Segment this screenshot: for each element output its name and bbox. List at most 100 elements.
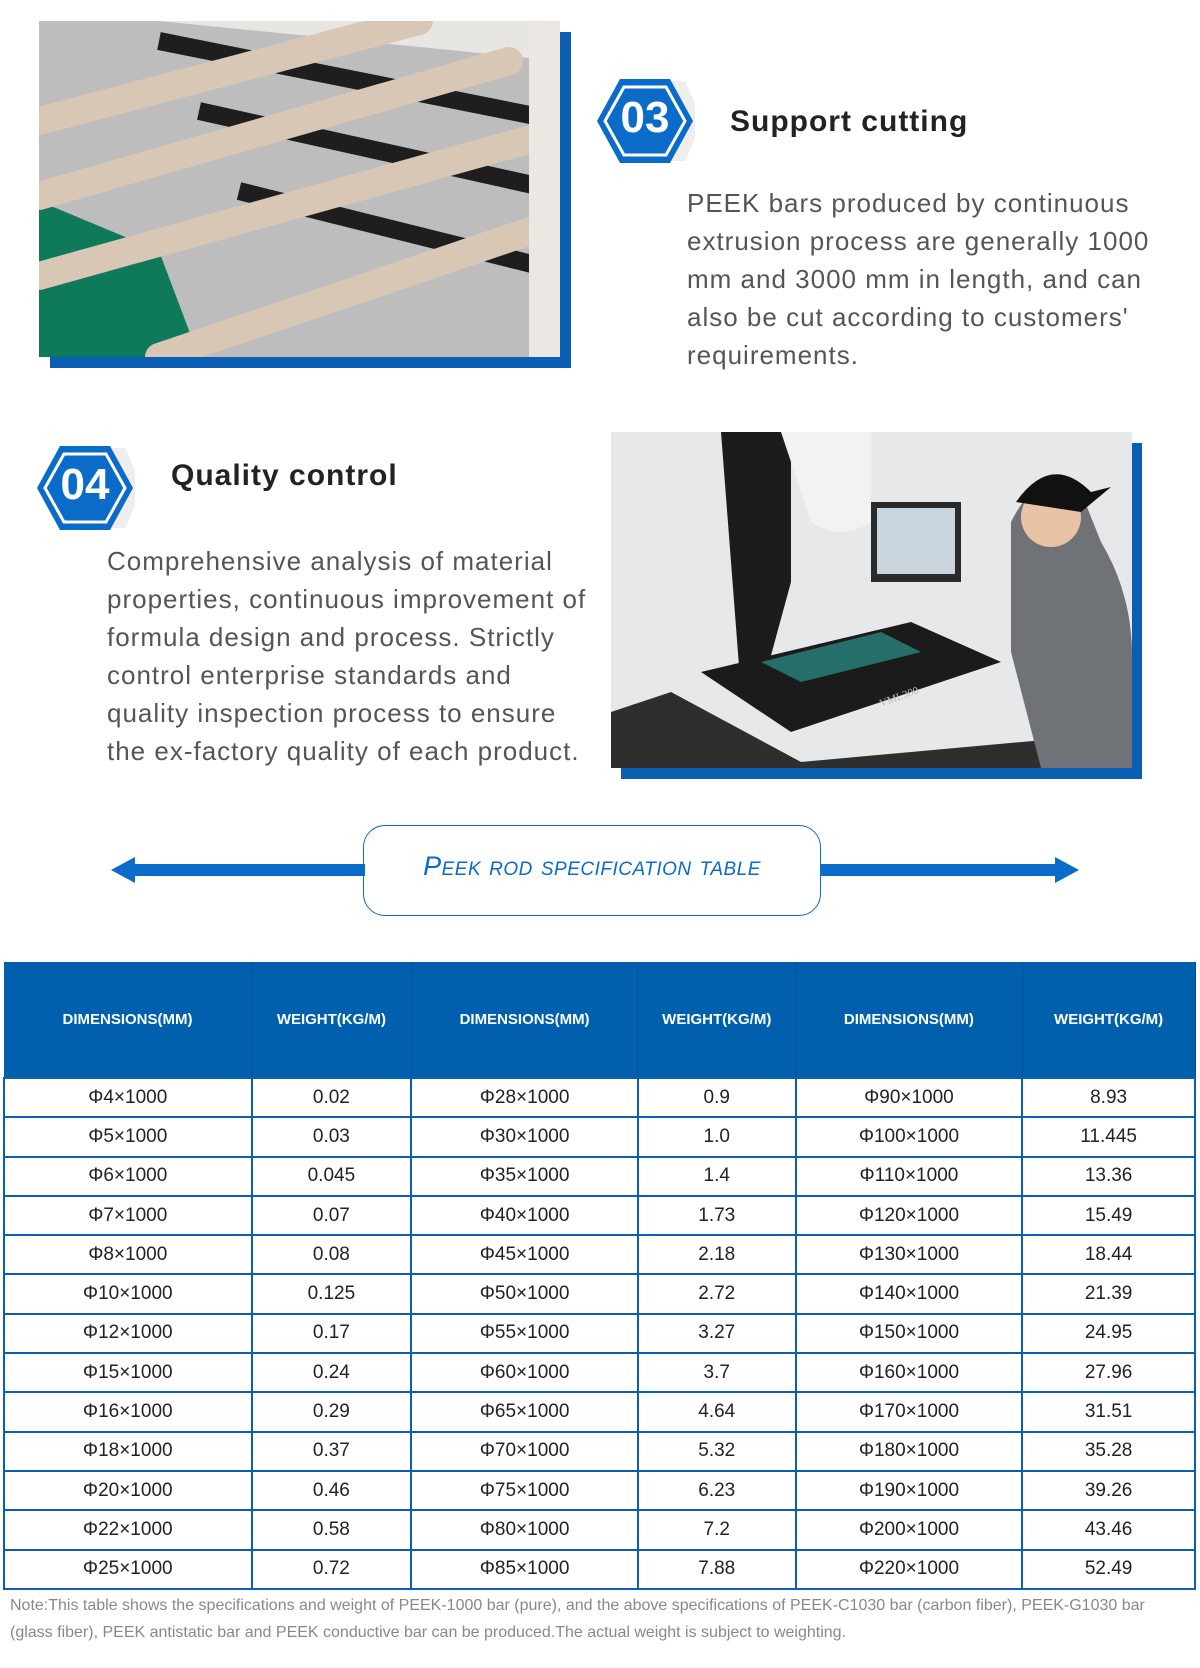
badge-number: 04 — [60, 460, 110, 509]
weight-cell: 8.93 — [1021, 1076, 1196, 1119]
section-text: Comprehensive analysis of material prope… — [107, 546, 587, 766]
weight-cell: 1.0 — [636, 1116, 797, 1158]
weight-cell: 2.18 — [636, 1234, 797, 1276]
right-arrow-bar — [820, 864, 1060, 876]
column-header: DIMENSIONS(MM) — [4, 962, 252, 1078]
spec-table-banner: Peek rod specification table — [363, 825, 821, 916]
dimension-cell: Φ90×1000 — [794, 1076, 1024, 1119]
dimension-cell: Φ160×1000 — [794, 1352, 1024, 1394]
dimension-cell: Φ190×1000 — [794, 1469, 1024, 1512]
dimension-cell: Φ170×1000 — [794, 1391, 1024, 1433]
dimension-cell: Φ200×1000 — [794, 1509, 1024, 1551]
dimension-cell: Φ18×1000 — [3, 1430, 253, 1472]
weight-cell: 35.28 — [1021, 1430, 1196, 1472]
dimension-cell: Φ12×1000 — [3, 1312, 253, 1355]
weight-cell: 0.72 — [250, 1548, 413, 1590]
table-row: Φ10×1000 0.125 Φ50×1000 2.72 Φ140×1000 21.39 — [3, 1273, 1196, 1315]
weight-cell: 6.23 — [636, 1469, 797, 1512]
weight-cell: 0.58 — [250, 1509, 413, 1551]
weight-cell: 0.24 — [250, 1352, 413, 1394]
weight-cell: 0.17 — [250, 1312, 413, 1355]
dimension-cell: Φ22×1000 — [3, 1509, 253, 1551]
quality-inspection-photo: VML300 — [611, 432, 1132, 768]
dimension-cell: Φ140×1000 — [794, 1273, 1024, 1315]
column-header: WEIGHT(KG/M) — [1022, 962, 1196, 1078]
column-header: WEIGHT(KG/M) — [637, 962, 797, 1078]
dimension-cell: Φ40×1000 — [410, 1194, 639, 1237]
left-arrow-bar — [125, 864, 365, 876]
weight-cell: 1.73 — [636, 1194, 797, 1237]
section-title: Support cutting — [730, 105, 969, 138]
dimension-cell: Φ45×1000 — [410, 1234, 639, 1276]
weight-cell: 0.9 — [636, 1076, 797, 1119]
table-note: Note:This table shows the specifications… — [10, 1597, 1145, 1641]
table-row: Φ12×1000 0.17 Φ55×1000 3.27 Φ150×1000 24.95 — [3, 1312, 1196, 1355]
weight-cell: 3.7 — [636, 1352, 797, 1394]
spec-table: DIMENSIONS(MM) WEIGHT(KG/M) DIMENSIONS(MM)… — [3, 962, 1196, 1590]
table-row: Φ20×1000 0.46 Φ75×1000 6.23 Φ190×1000 39.26 — [3, 1469, 1196, 1512]
dimension-cell: Φ28×1000 — [410, 1076, 639, 1119]
weight-cell: 2.72 — [636, 1273, 797, 1315]
section-title: Quality control — [171, 459, 398, 492]
weight-cell: 0.02 — [250, 1076, 413, 1119]
weight-cell: 7.88 — [636, 1548, 797, 1590]
dimension-cell: Φ25×1000 — [3, 1548, 253, 1590]
weight-cell: 0.08 — [250, 1234, 413, 1276]
weight-cell: 5.32 — [636, 1430, 797, 1472]
weight-cell: 52.49 — [1021, 1548, 1196, 1590]
left-arrow-icon — [111, 857, 135, 883]
table-row: Φ7×1000 0.07 Φ40×1000 1.73 Φ120×1000 15.49 — [3, 1194, 1196, 1237]
dimension-cell: Φ220×1000 — [794, 1548, 1024, 1590]
dimension-cell: Φ6×1000 — [3, 1155, 253, 1197]
dimension-cell: Φ110×1000 — [794, 1155, 1024, 1197]
column-header: WEIGHT(KG/M) — [251, 962, 412, 1078]
dimension-cell: Φ35×1000 — [410, 1155, 639, 1197]
table-body: Φ4×1000 0.02 Φ28×1000 0.9 Φ90×1000 8.93 Φ5×100… — [3, 1076, 1196, 1590]
dimension-cell: Φ4×1000 — [3, 1076, 253, 1119]
dimension-cell: Φ180×1000 — [794, 1430, 1024, 1472]
dimension-cell: Φ16×1000 — [3, 1391, 253, 1433]
dimension-cell: Φ130×1000 — [794, 1234, 1024, 1276]
table-row: Φ5×1000 0.03 Φ30×1000 1.0 Φ100×1000 11.445 — [3, 1116, 1196, 1158]
weight-cell: 39.26 — [1021, 1469, 1196, 1512]
dimension-cell: Φ120×1000 — [794, 1194, 1024, 1237]
dimension-cell: Φ5×1000 — [3, 1116, 253, 1158]
hexagon-badge-03 — [597, 79, 695, 163]
dimension-cell: Φ10×1000 — [3, 1273, 253, 1315]
dimension-cell: Φ50×1000 — [410, 1273, 639, 1315]
table-row: Φ25×1000 0.72 Φ85×1000 7.88 Φ220×1000 52.49 — [3, 1548, 1196, 1590]
dimension-cell: Φ100×1000 — [794, 1116, 1024, 1158]
dimension-cell: Φ8×1000 — [3, 1234, 253, 1276]
table-row: Φ16×1000 0.29 Φ65×1000 4.64 Φ170×1000 31.51 — [3, 1391, 1196, 1433]
right-arrow-icon — [1055, 857, 1079, 883]
dimension-cell: Φ85×1000 — [410, 1548, 639, 1590]
dimension-cell: Φ55×1000 — [410, 1312, 639, 1355]
weight-cell: 18.44 — [1021, 1234, 1196, 1276]
table-row: Φ6×1000 0.045 Φ35×1000 1.4 Φ110×1000 13.36 — [3, 1155, 1196, 1197]
weight-cell: 31.51 — [1021, 1391, 1196, 1433]
banner-title: Peek rod specification table — [423, 851, 761, 881]
dimension-cell: Φ20×1000 — [3, 1469, 253, 1512]
weight-cell: 0.03 — [250, 1116, 413, 1158]
weight-cell: 0.045 — [250, 1155, 413, 1197]
weight-cell: 21.39 — [1021, 1273, 1196, 1315]
dimension-cell: Φ70×1000 — [410, 1430, 639, 1472]
table-row: Φ15×1000 0.24 Φ60×1000 3.7 Φ160×1000 27.96 — [3, 1352, 1196, 1394]
weight-cell: 0.125 — [250, 1273, 413, 1315]
weight-cell: 1.4 — [636, 1155, 797, 1197]
weight-cell: 24.95 — [1021, 1312, 1196, 1355]
dimension-cell: Φ75×1000 — [410, 1469, 639, 1512]
peek-bars-photo — [39, 21, 560, 357]
weight-cell: 0.37 — [250, 1430, 413, 1472]
dimension-cell: Φ65×1000 — [410, 1391, 639, 1433]
weight-cell: 43.46 — [1021, 1509, 1196, 1551]
weight-cell: 4.64 — [636, 1391, 797, 1433]
weight-cell: 0.46 — [250, 1469, 413, 1512]
table-row: Φ18×1000 0.37 Φ70×1000 5.32 Φ180×1000 35.28 — [3, 1430, 1196, 1472]
weight-cell: 15.49 — [1021, 1194, 1196, 1237]
table-row: Φ8×1000 0.08 Φ45×1000 2.18 Φ130×1000 18.44 — [3, 1234, 1196, 1276]
hexagon-badge-04 — [37, 446, 135, 530]
weight-cell: 11.445 — [1021, 1116, 1196, 1158]
dimension-cell: Φ30×1000 — [410, 1116, 639, 1158]
